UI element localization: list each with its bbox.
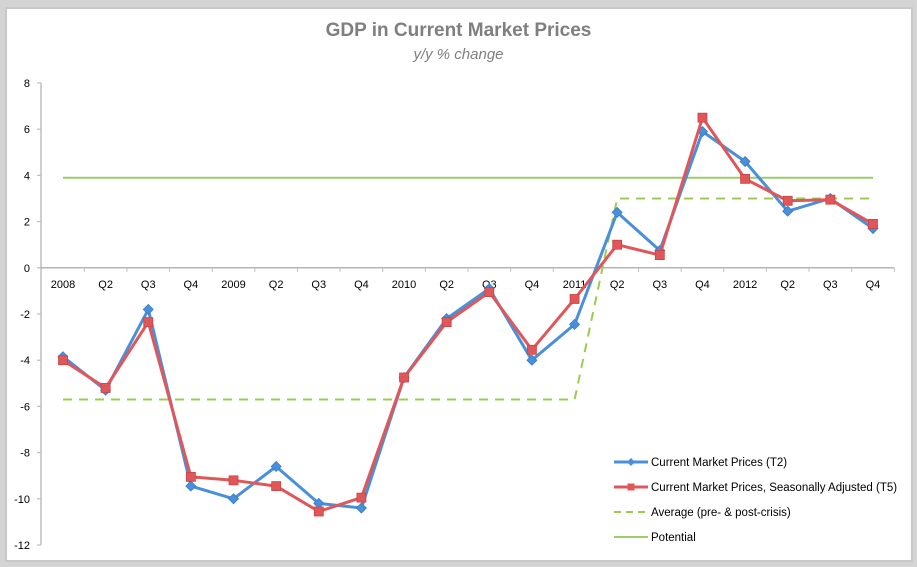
diamond-marker: [739, 155, 751, 168]
diamond-marker: [355, 502, 367, 514]
square-marker: [143, 317, 154, 327]
x-tick-label: Q2: [780, 279, 795, 291]
x-tick-label: 2011: [563, 279, 587, 291]
square-marker: [612, 239, 623, 250]
square-marker: [825, 194, 836, 205]
diamond-marker: [627, 458, 635, 466]
square-marker: [782, 195, 793, 206]
square-marker: [399, 372, 409, 383]
legend-item: Current Market Prices (T2): [614, 457, 787, 469]
square-marker: [484, 287, 495, 297]
y-tick-label: -8: [20, 448, 30, 460]
y-tick-label: -12: [14, 540, 30, 552]
chart-title: GDP in Current Market Prices: [325, 20, 592, 41]
legend: Current Market Prices (T2) Current Market…: [614, 457, 897, 544]
square-marker: [313, 506, 324, 517]
diamond-marker: [568, 318, 581, 330]
legend-item: Average (pre- & post-crisis): [614, 507, 791, 519]
y-tick-label: -10: [14, 494, 30, 506]
square-marker: [740, 173, 750, 184]
diamond-marker: [782, 205, 794, 217]
square-marker: [228, 475, 239, 486]
y-tick-label: -2: [20, 309, 30, 321]
x-tick-label: Q4: [866, 279, 881, 291]
diamond-marker: [611, 206, 623, 218]
diamond-marker: [142, 303, 154, 315]
legend-item: Potential: [614, 532, 696, 544]
square-marker: [441, 317, 452, 327]
diamond-marker: [526, 354, 538, 366]
diamond-marker: [270, 460, 282, 473]
square-marker: [271, 481, 282, 491]
diamond-marker: [185, 480, 197, 492]
x-tick-label: 2009: [221, 279, 245, 291]
x-tick-label: 2008: [51, 279, 75, 291]
square-marker: [627, 483, 635, 491]
x-tick-label: Q3: [652, 279, 667, 291]
square-marker: [527, 344, 537, 355]
series-lines: [57, 112, 879, 517]
legend-label: Average (pre- & post-crisis): [651, 507, 791, 519]
square-marker: [58, 355, 68, 366]
legend-label: Current Market Prices (T2): [651, 457, 787, 469]
legend-item: Current Market Prices, Seasonally Adjust…: [614, 482, 897, 494]
x-tick-label: Q4: [525, 279, 540, 291]
y-tick-label: 2: [24, 217, 30, 229]
square-marker: [868, 219, 878, 229]
square-marker: [654, 250, 665, 260]
chart-area: [5, 7, 913, 562]
x-tick-label: 2010: [392, 279, 416, 291]
series-line: [62, 116, 874, 513]
diamond-marker: [227, 493, 240, 505]
square-marker: [356, 492, 367, 503]
y-tick-label: -4: [20, 355, 30, 367]
y-tick-label: 8: [24, 78, 30, 90]
x-tick-label: Q4: [184, 279, 199, 291]
square-marker: [100, 383, 111, 393]
axes: 8 6 4 2 0 -2 -4 -6 -8 -10 -12 2008 Q2 Q3 Q4 2009 Q2 Q3 Q4 2…: [14, 78, 895, 552]
square-marker: [569, 294, 580, 304]
legend-label: Current Market Prices, Seasonally Adjust…: [651, 482, 897, 494]
x-tick-label: Q2: [439, 279, 454, 291]
x-tick-label: Q4: [354, 279, 369, 291]
y-tick-label: -6: [20, 401, 30, 413]
square-marker: [185, 471, 196, 482]
series-line: [63, 197, 873, 401]
square-marker: [697, 112, 708, 123]
legend-label: Potential: [651, 532, 696, 544]
y-tick-label: 6: [24, 124, 30, 136]
series-line: [62, 130, 874, 510]
x-tick-label: Q3: [141, 279, 156, 291]
x-tick-label: 2012: [733, 279, 757, 291]
x-tick-label: Q2: [269, 279, 284, 291]
y-tick-label: 0: [24, 263, 30, 275]
x-tick-label: Q4: [695, 279, 710, 291]
x-tick-label: Q3: [823, 279, 838, 291]
x-tick-label: Q3: [311, 279, 326, 291]
y-tick-label: 4: [24, 170, 30, 182]
x-tick-label: Q2: [98, 279, 113, 291]
x-tick-label: Q2: [610, 279, 625, 291]
chart-subtitle: y/y % change: [413, 46, 504, 63]
